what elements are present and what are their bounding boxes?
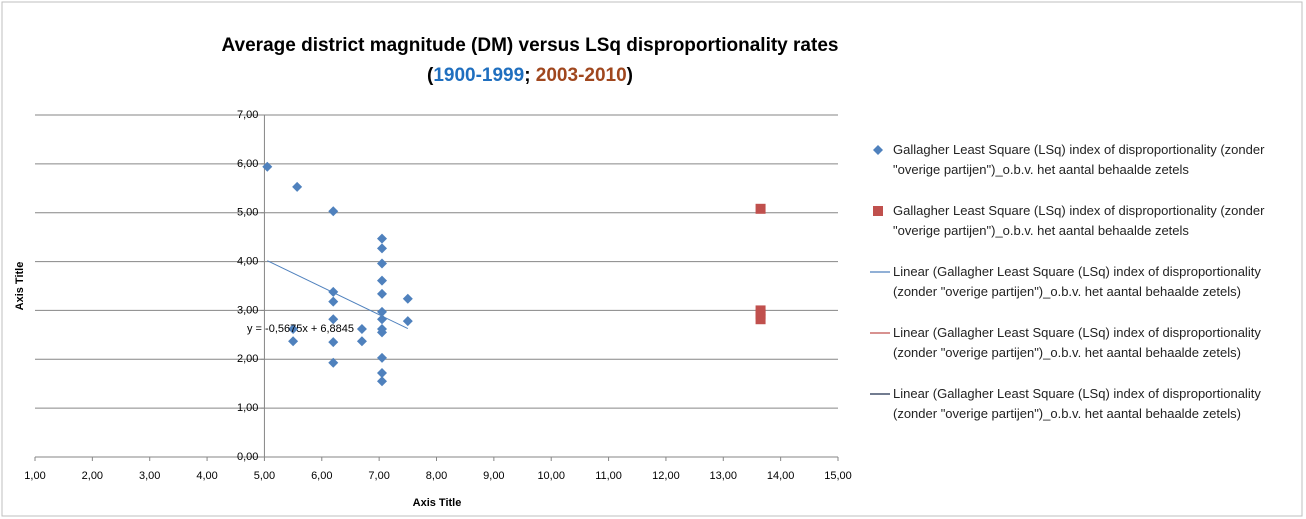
x-tick-label: 15,00 <box>824 470 852 482</box>
legend-label: Linear (Gallagher Least Square (LSq) ind… <box>893 264 1261 299</box>
legend-key <box>873 206 883 216</box>
subtitle-segment: ( <box>427 65 434 86</box>
x-tick-label: 4,00 <box>196 470 217 482</box>
point <box>377 233 388 244</box>
point <box>328 286 339 297</box>
y-tick-label: 6,00 <box>237 158 258 170</box>
point <box>377 258 388 269</box>
point <box>356 323 367 334</box>
legend-label: Gallagher Least Square (LSq) index of di… <box>893 142 1265 177</box>
legend-entry: Linear (Gallagher Least Square (LSq) ind… <box>870 323 1290 363</box>
point <box>377 306 388 317</box>
point <box>328 296 339 307</box>
y-axis-title: Axis Title <box>14 262 26 311</box>
point <box>292 181 303 192</box>
point <box>377 288 388 299</box>
point <box>755 203 766 214</box>
subtitle-segment: 2003-2010 <box>536 65 627 86</box>
point <box>873 145 883 155</box>
y-tick-label: 0,00 <box>237 451 258 463</box>
x-tick-label: 14,00 <box>767 470 795 482</box>
legend-entry: Linear (Gallagher Least Square (LSq) ind… <box>870 384 1290 424</box>
legend-entry: Gallagher Least Square (LSq) index of di… <box>870 140 1290 180</box>
legend-entry: Gallagher Least Square (LSq) index of di… <box>870 201 1290 241</box>
point <box>377 352 388 363</box>
point <box>873 206 883 216</box>
point <box>328 337 339 348</box>
y-tick-label: 1,00 <box>237 402 258 414</box>
y-tick-label: 4,00 <box>237 255 258 267</box>
x-tick-label: 10,00 <box>537 470 565 482</box>
x-axis-title: Axis Title <box>413 497 462 509</box>
x-tick-label: 8,00 <box>426 470 447 482</box>
legend-key <box>870 393 890 395</box>
trendline-equation: y = -0,5675x + 6,8845 <box>247 323 354 335</box>
point <box>377 243 388 254</box>
legend-key <box>870 332 890 334</box>
point <box>262 161 273 172</box>
point <box>328 357 339 368</box>
point <box>288 336 299 347</box>
subtitle-segment: ; <box>524 65 536 86</box>
point <box>377 376 388 387</box>
x-tick-label: 11,00 <box>595 470 622 482</box>
legend-label: Linear (Gallagher Least Square (LSq) ind… <box>893 325 1261 360</box>
x-tick-label: 7,00 <box>368 470 389 482</box>
legend-label: Linear (Gallagher Least Square (LSq) ind… <box>893 386 1261 421</box>
legend-key <box>873 145 883 155</box>
x-tick-label: 12,00 <box>652 470 680 482</box>
point <box>328 206 339 217</box>
point <box>377 314 388 325</box>
x-tick-label: 2,00 <box>82 470 103 482</box>
x-tick-label: 5,00 <box>254 470 275 482</box>
point <box>356 336 367 347</box>
chart-title: Average district magnitude (DM) versus L… <box>222 35 839 56</box>
subtitle-segment: ) <box>627 65 633 86</box>
y-tick-label: 3,00 <box>237 304 258 316</box>
point <box>377 327 388 338</box>
point <box>377 275 388 286</box>
x-tick-label: 9,00 <box>483 470 504 482</box>
legend: Gallagher Least Square (LSq) index of di… <box>870 140 1290 445</box>
point <box>755 314 766 325</box>
x-tick-label: 3,00 <box>139 470 160 482</box>
x-tick-label: 6,00 <box>311 470 332 482</box>
subtitle-segment: 1900-1999 <box>433 65 524 86</box>
point <box>328 314 339 325</box>
x-tick-label: 13,00 <box>710 470 738 482</box>
y-tick-label: 2,00 <box>237 353 258 365</box>
point <box>402 293 413 304</box>
chart-subtitle: (1900-1999; 2003-2010) <box>427 65 633 86</box>
legend-label: Gallagher Least Square (LSq) index of di… <box>893 203 1265 238</box>
legend-key <box>870 271 890 273</box>
point <box>377 367 388 378</box>
point <box>288 323 299 334</box>
legend-entry: Linear (Gallagher Least Square (LSq) ind… <box>870 262 1290 302</box>
x-tick-label: 1,00 <box>24 470 45 482</box>
y-tick-label: 5,00 <box>237 207 258 219</box>
point <box>402 316 413 327</box>
y-tick-label: 7,00 <box>237 109 258 121</box>
